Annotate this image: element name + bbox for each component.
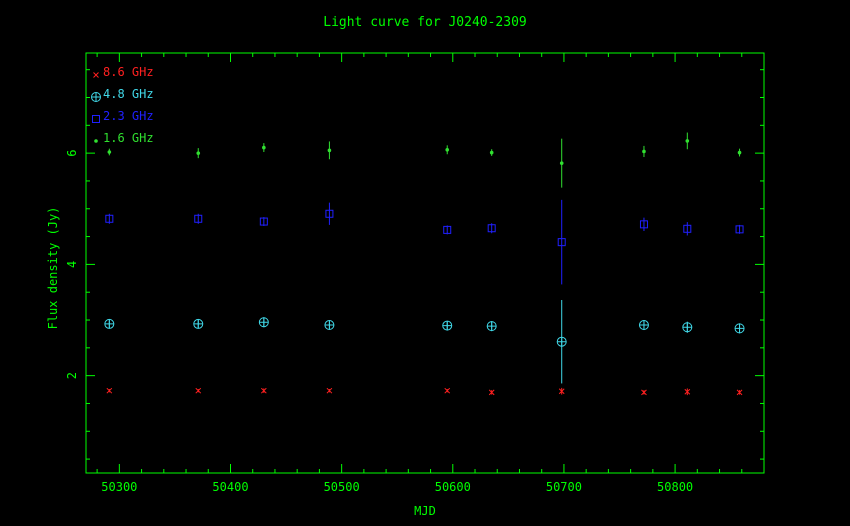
- legend-entry: 4.8 GHz: [91, 87, 154, 102]
- data-marks: [104, 132, 745, 396]
- data-point: [638, 320, 649, 331]
- data-point: [324, 320, 335, 331]
- x-tick-label: 50400: [212, 480, 248, 494]
- data-point: [443, 225, 452, 234]
- data-point: [442, 320, 453, 331]
- data-point: [105, 214, 114, 223]
- data-point: [736, 389, 743, 396]
- plot-frame: [85, 52, 765, 474]
- data-point: [734, 323, 745, 334]
- data-point: [196, 151, 201, 155]
- x-tick-label: 50500: [324, 480, 360, 494]
- data-point: [641, 389, 647, 396]
- legend: 8.6 GHz 4.8 GHz 2.3 GHz 1.6 GHz: [91, 65, 154, 145]
- legend-entry: 1.6 GHz: [94, 131, 154, 145]
- data-point: [106, 387, 113, 394]
- legend-label: 2.3 GHz: [103, 109, 154, 123]
- data-point: [259, 217, 268, 226]
- data-point: [444, 387, 451, 394]
- data-point: [683, 224, 692, 233]
- data-point: [327, 148, 332, 153]
- data-point: [559, 161, 564, 165]
- legend-label: 4.8 GHz: [103, 87, 154, 101]
- x-tick-label: 50300: [101, 480, 137, 494]
- series-1-6-ghz: [107, 132, 742, 188]
- data-point: [193, 318, 204, 329]
- series-4-8-ghz: [104, 299, 745, 384]
- data-point: [684, 388, 691, 395]
- series-2-3-ghz: [105, 199, 744, 285]
- legend-entry: 2.3 GHz: [92, 109, 154, 123]
- data-point: [104, 318, 115, 329]
- data-point: [325, 209, 334, 218]
- data-point: [262, 145, 266, 150]
- data-point: [737, 150, 742, 155]
- data-point: [685, 139, 690, 143]
- data-point: [682, 322, 693, 333]
- x-tick-label: 50700: [546, 480, 582, 494]
- data-point: [639, 220, 648, 229]
- y-tick-label: 6: [65, 150, 79, 157]
- axis-ticks: [86, 53, 765, 473]
- legend-label: 1.6 GHz: [103, 131, 154, 145]
- x-tick-label: 50600: [435, 480, 471, 494]
- data-point: [488, 389, 495, 396]
- legend-label: 8.6 GHz: [103, 65, 154, 79]
- data-point: [557, 238, 566, 247]
- data-point: [489, 150, 494, 155]
- data-point: [194, 214, 203, 223]
- legend-marker: [91, 92, 101, 102]
- data-point: [487, 224, 496, 233]
- x-axis-label: MJD: [414, 504, 436, 518]
- data-point: [486, 321, 497, 332]
- data-point: [445, 147, 450, 152]
- y-axis-label: Flux density (Jy): [46, 207, 60, 330]
- axis-tick-labels: 50300 50400 50500 50600 50700 50800 2 4 6: [65, 150, 693, 494]
- x-tick-label: 50800: [657, 480, 693, 494]
- legend-marker: [92, 115, 100, 123]
- data-point: [326, 387, 333, 394]
- legend-entry: 8.6 GHz: [93, 65, 154, 79]
- legend-marker: [94, 139, 98, 143]
- y-tick-label: 4: [65, 261, 79, 268]
- data-point: [195, 387, 202, 394]
- data-point: [558, 388, 565, 395]
- chart-title: Light curve for J0240-2309: [323, 15, 527, 30]
- y-tick-label: 2: [65, 372, 79, 379]
- data-point: [642, 149, 646, 154]
- data-point: [735, 225, 744, 234]
- data-point: [556, 336, 567, 347]
- series-8-6-ghz: [106, 387, 743, 396]
- legend-marker: [93, 72, 99, 78]
- data-point: [260, 387, 267, 394]
- data-point: [258, 317, 269, 328]
- data-point: [107, 150, 112, 154]
